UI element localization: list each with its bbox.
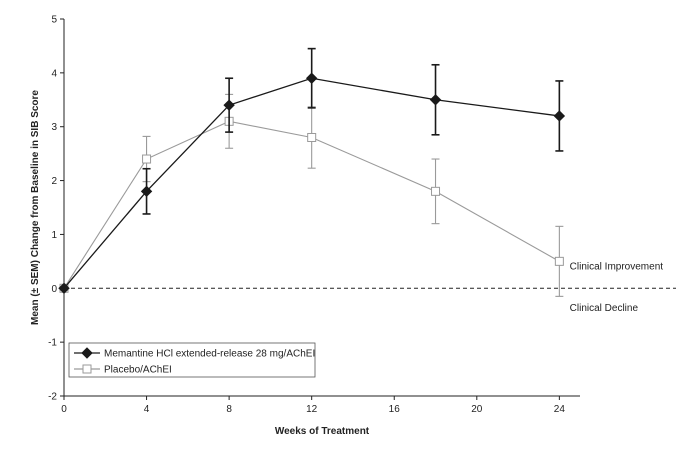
y-tick-label: 5	[51, 15, 57, 26]
x-axis-label: Weeks of Treatment	[275, 426, 370, 437]
series-1	[58, 47, 566, 294]
y-tick-label: 2	[51, 176, 57, 187]
y-tick-label: -2	[48, 392, 57, 403]
data-point	[554, 256, 564, 266]
annotation-label: Clinical Decline	[570, 303, 639, 314]
legend-label: Placebo/AChEI	[104, 365, 172, 376]
x-tick-label: 12	[306, 404, 318, 415]
y-tick-label: -1	[48, 338, 57, 349]
data-point	[140, 185, 153, 198]
annotation-label: Clinical Improvement	[570, 261, 664, 272]
legend-label: Memantine HCl extended-release 28 mg/ACh…	[104, 349, 315, 360]
data-point	[553, 110, 566, 122]
legend-box	[68, 342, 316, 378]
y-axis-label: Mean (± SEM) Change from Baseline in SIB…	[30, 90, 41, 325]
legend-entry: Memantine HCl extended-release 28 mg/ACh…	[74, 347, 315, 360]
data-point	[429, 94, 442, 106]
legend-entries: Memantine HCl extended-release 28 mg/ACh…	[74, 347, 315, 376]
legend: Memantine HCl extended-release 28 mg/ACh…	[68, 342, 316, 378]
annotations: Clinical Improvement Clinical Decline	[570, 261, 664, 313]
series-layer	[58, 47, 566, 297]
y-tick-label: 4	[51, 68, 57, 79]
x-tick-label: 16	[389, 404, 401, 415]
data-point	[223, 99, 235, 111]
data-point	[81, 347, 93, 359]
x-tick-label: 20	[471, 404, 483, 415]
y-tick-label: 1	[51, 230, 57, 241]
x-tick-label: 4	[144, 404, 150, 415]
data-point	[142, 154, 152, 164]
data-point	[431, 186, 441, 196]
legend-entry: Placebo/AChEI	[74, 364, 172, 376]
x-tick-label: 0	[61, 404, 67, 415]
data-point	[58, 282, 70, 294]
y-tick-label: 3	[51, 122, 57, 133]
series-line	[63, 77, 560, 289]
data-point	[82, 364, 92, 374]
x-tick-label: 24	[554, 404, 566, 415]
data-point	[305, 72, 318, 84]
data-point	[307, 132, 317, 142]
series-line	[63, 120, 560, 289]
series-2	[59, 93, 564, 297]
x-tick-label: 8	[226, 404, 232, 415]
y-tick-label: 0	[51, 284, 57, 295]
